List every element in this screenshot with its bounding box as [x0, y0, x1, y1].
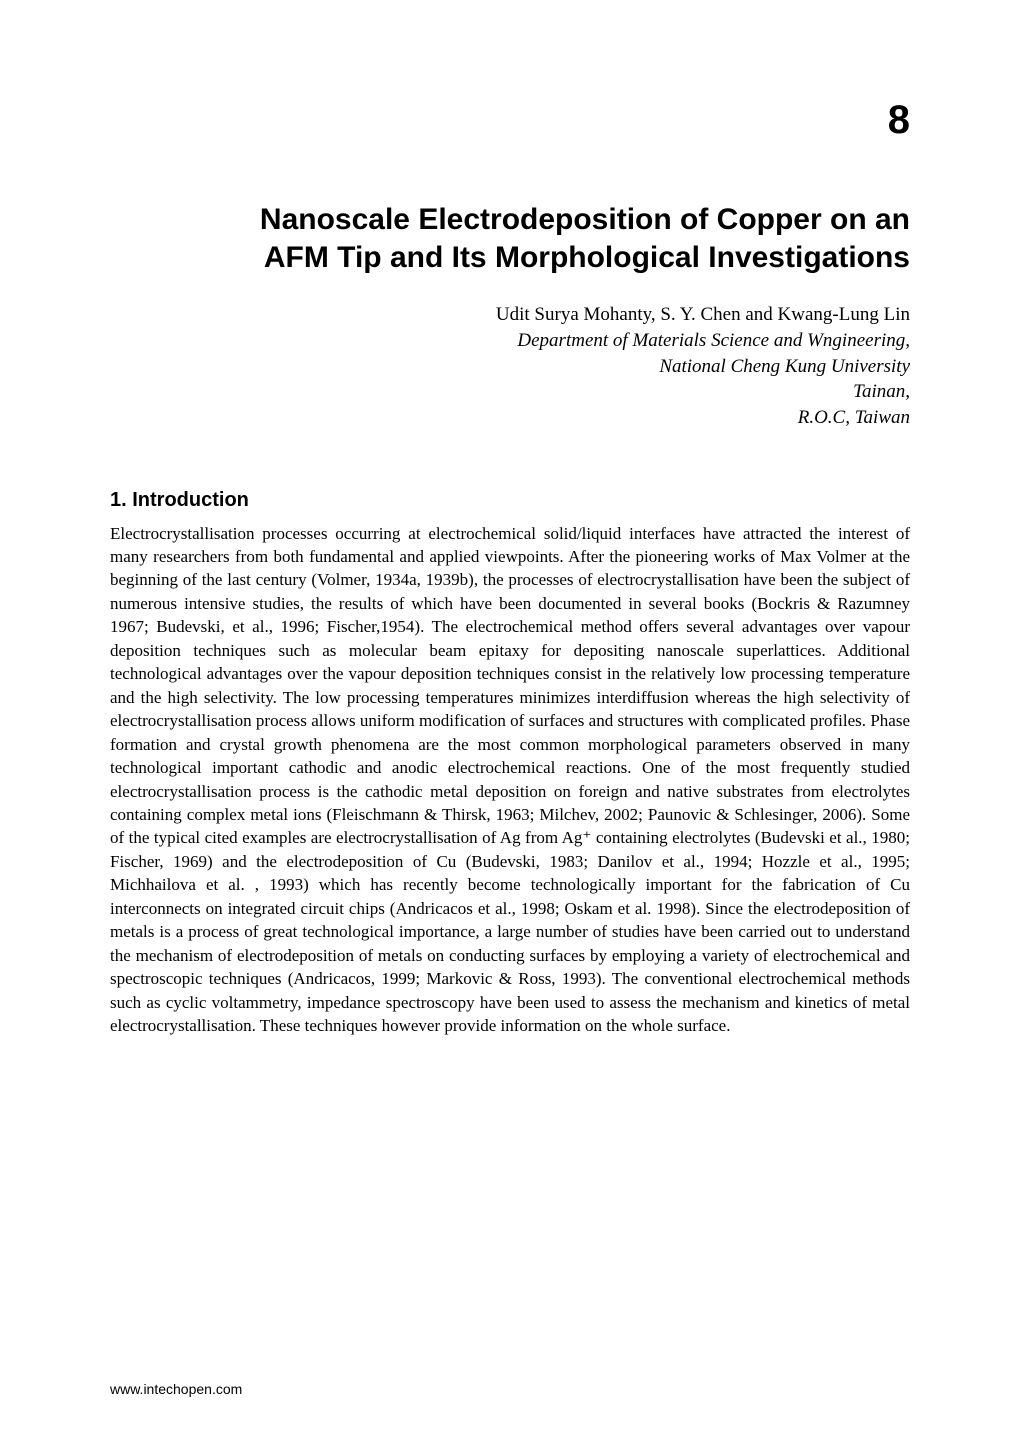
title-line-1: Nanoscale Electrodeposition of Copper on…: [260, 203, 910, 236]
affiliation-line: R.O.C, Taiwan: [798, 407, 910, 428]
title-line-2: AFM Tip and Its Morphological Investigat…: [264, 241, 910, 274]
affiliation-line: Tainan,: [853, 381, 910, 402]
body-paragraph: Electrocrystallisation processes occurri…: [110, 522, 910, 1038]
footer-url: www.intechopen.com: [110, 1381, 242, 1397]
affiliation-line: Department of Materials Science and Wngi…: [517, 330, 910, 351]
chapter-title: Nanoscale Electrodeposition of Copper on…: [110, 201, 910, 276]
authors: Udit Surya Mohanty, S. Y. Chen and Kwang…: [110, 304, 910, 326]
page: 8 Nanoscale Electrodeposition of Copper …: [0, 0, 1020, 1439]
section-heading-introduction: 1. Introduction: [110, 489, 910, 512]
chapter-number: 8: [110, 98, 910, 143]
affiliation: Department of Materials Science and Wngi…: [110, 328, 910, 431]
affiliation-line: National Cheng Kung University: [659, 356, 910, 377]
